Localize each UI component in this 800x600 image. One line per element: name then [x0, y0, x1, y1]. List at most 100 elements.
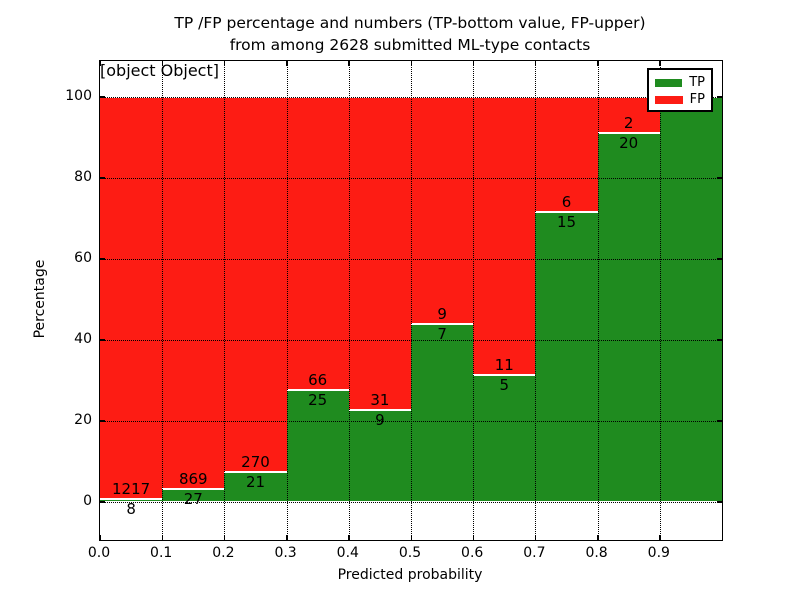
bar-segment-fp: [162, 96, 225, 490]
tick-top: [597, 61, 599, 66]
bar-boundary-edge: [535, 211, 598, 214]
bar-label-fp: 869: [178, 470, 208, 489]
bar-label-fp: 9: [437, 305, 447, 324]
bar-segment-tp: [535, 212, 598, 502]
bar-label-fp: 6: [561, 193, 572, 212]
bar-boundary-edge: [100, 497, 163, 500]
y-tick-label: 100: [65, 87, 92, 104]
gridline-vertical: [597, 61, 599, 540]
bar-label-tp: 20: [619, 134, 639, 153]
y-tick-label: 0: [83, 492, 92, 509]
bar-boundary-edge: [411, 323, 474, 326]
gridline-vertical: [659, 61, 661, 540]
gridline-vertical: [411, 61, 412, 540]
x-tick-label: 0.9: [647, 545, 670, 561]
x-tick-label: 0.8: [585, 545, 608, 561]
bar-segment-fp: [224, 96, 287, 473]
x-tick-label: 0.4: [336, 545, 359, 561]
x-tick-label: 0.7: [523, 545, 546, 561]
tick-bottom: [597, 535, 599, 540]
tick-right: [717, 501, 722, 503]
bar-segment-tp: [473, 375, 536, 502]
bar-boundary-edge: [597, 132, 660, 135]
bar-label-fp: 2: [623, 114, 634, 133]
tick-top: [161, 61, 164, 66]
tick-right: [717, 339, 722, 341]
tick-bottom: [223, 535, 226, 540]
gridline-vertical: [224, 61, 226, 540]
tick-right: [717, 96, 722, 98]
x-axis-label: Predicted probability: [337, 567, 483, 583]
tick-left: [100, 420, 105, 422]
legend: TP FP: [647, 68, 713, 112]
bar-label-tp: 8: [126, 499, 136, 518]
tick-top: [286, 61, 288, 66]
bar-label-tp: 25: [308, 391, 328, 410]
bar-segment-fp: [535, 96, 598, 213]
bar-label-tp: 21: [245, 473, 266, 492]
gridline-vertical: [348, 61, 350, 540]
bar-boundary-edge: [348, 409, 411, 412]
x-tick-label: 0.3: [274, 545, 297, 561]
legend-label-tp: TP: [689, 75, 705, 90]
bar-boundary-edge: [286, 389, 349, 392]
bar-edge: [object Object]: [100, 61, 219, 80]
tick-left: [100, 177, 105, 179]
legend-entry-fp: FP: [655, 91, 705, 108]
tick-left: [100, 258, 105, 260]
x-tick-label: 0.1: [150, 545, 173, 561]
bar-boundary-edge: [224, 471, 287, 474]
tick-top: [348, 61, 350, 66]
tick-left: [100, 501, 105, 503]
gridline-vertical: [473, 61, 475, 540]
bar-label-fp: 31: [370, 391, 390, 410]
x-tick-label: 0.2: [212, 545, 235, 561]
bar-segment-tp: [659, 96, 722, 502]
tick-right: [717, 420, 722, 422]
bar-segment-tp: [162, 489, 225, 502]
bar-segment-tp: [348, 410, 411, 502]
gridline-horizontal: [100, 96, 722, 98]
chart-title: TP /FP percentage and numbers (TP-bottom…: [99, 12, 721, 56]
bar-label-tp: 15: [556, 213, 577, 232]
tick-left: [100, 96, 105, 98]
tick-bottom: [99, 535, 101, 540]
tick-top: [659, 61, 661, 66]
bar-segment-fp: [473, 96, 536, 375]
gridline-horizontal: [100, 501, 722, 503]
tick-bottom: [410, 535, 412, 540]
gridline-horizontal: [100, 420, 722, 422]
bar-label-tp: 5: [499, 376, 510, 394]
bar-label-tp: 9: [375, 411, 385, 430]
gridline-vertical: [162, 61, 164, 540]
gridline-horizontal: [100, 177, 722, 179]
bar-label-tp: 7: [437, 325, 447, 344]
bar-boundary-edge: [162, 488, 225, 491]
bar-boundary-edge: [473, 374, 536, 376]
tick-bottom: [348, 535, 350, 540]
legend-entry-tp: TP: [655, 74, 705, 91]
tick-bottom: [286, 535, 288, 540]
bar-label-fp: 66: [308, 371, 328, 390]
tick-bottom: [534, 535, 537, 540]
bar-label-tp: 27: [183, 490, 203, 509]
y-tick-label: 80: [74, 168, 92, 185]
bar-label-fp: 1217: [112, 479, 151, 498]
bar-segment-fp: [286, 96, 349, 391]
tick-right: [717, 258, 722, 260]
plot-area: TP FP [object Object][object Object][obj…: [99, 60, 723, 541]
y-tick-label: 60: [74, 249, 92, 266]
tick-bottom: [659, 535, 661, 540]
bar-segment-tp: [411, 324, 474, 502]
gridline-horizontal: [100, 339, 722, 341]
gridline-vertical: [286, 61, 288, 540]
bar-segment-fp: [348, 96, 411, 411]
gridline-vertical: [535, 61, 537, 540]
tick-top: [223, 61, 226, 66]
x-tick-label: 0.5: [398, 545, 422, 561]
chart-title-line1: TP /FP percentage and numbers (TP-bottom…: [174, 14, 646, 32]
y-tick-label: 20: [74, 411, 92, 428]
tick-top: [534, 61, 537, 66]
gridline-horizontal: [100, 258, 722, 260]
